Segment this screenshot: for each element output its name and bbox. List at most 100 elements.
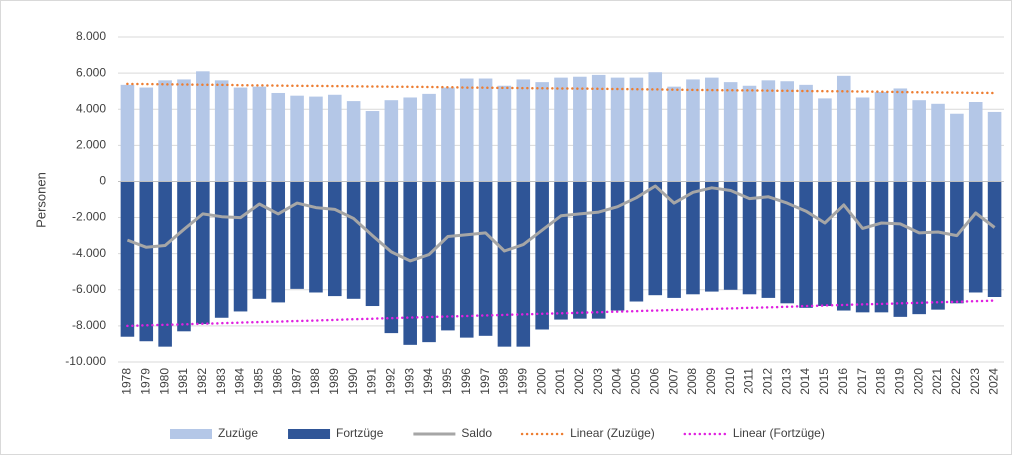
x-tick-label: 1985 — [252, 368, 266, 395]
bar — [705, 77, 719, 182]
bar — [874, 181, 889, 313]
x-tick-label: 2002 — [572, 368, 586, 395]
bar — [799, 181, 813, 308]
y-tick-label: -8.000 — [72, 318, 106, 332]
bar — [497, 181, 512, 347]
bar — [459, 78, 474, 182]
bar — [158, 80, 172, 182]
y-tick-label: 8.000 — [76, 29, 106, 43]
legend-label: Saldo — [461, 426, 492, 440]
bar — [535, 181, 549, 330]
bar — [346, 181, 361, 299]
bar — [968, 181, 983, 293]
bar — [705, 181, 719, 292]
bar — [441, 87, 455, 182]
bar — [516, 181, 531, 347]
x-tick-label: 1994 — [421, 368, 435, 395]
bar — [610, 77, 625, 182]
bar — [403, 181, 417, 345]
bar — [252, 86, 267, 182]
bar — [818, 98, 832, 182]
bar — [818, 181, 832, 307]
x-tick-label: 2014 — [798, 368, 812, 395]
bar — [591, 181, 606, 319]
x-tick-label: 1998 — [497, 368, 511, 395]
bar — [761, 181, 776, 298]
x-tick-label: 2010 — [723, 368, 737, 395]
y-tick-label: -4.000 — [72, 246, 106, 260]
x-tick-label: 2024 — [987, 368, 1001, 395]
y-tick-label: 4.000 — [76, 101, 106, 115]
bar — [912, 100, 926, 182]
x-tick-label: 2013 — [779, 368, 793, 395]
x-tick-label: 2004 — [610, 368, 624, 395]
bar — [384, 181, 399, 334]
y-tick-label: 6.000 — [76, 65, 106, 79]
x-tick-label: 1990 — [346, 368, 360, 395]
bar — [836, 75, 851, 182]
bar — [950, 181, 964, 304]
bar — [328, 94, 342, 182]
bar — [780, 181, 794, 304]
x-tick-label: 2007 — [666, 368, 680, 395]
bar — [177, 79, 191, 182]
bar — [723, 82, 738, 182]
legend-swatch — [170, 429, 212, 439]
bar — [893, 181, 908, 317]
bar — [177, 181, 191, 332]
x-tick-label: 2000 — [534, 368, 548, 395]
x-tick-label: 2021 — [930, 368, 944, 395]
bar — [931, 103, 945, 182]
bar — [931, 181, 945, 310]
bar — [554, 181, 568, 320]
x-tick-label: 1979 — [138, 368, 152, 395]
y-tick-label: -6.000 — [72, 282, 106, 296]
bar — [290, 181, 304, 289]
x-tick-label: 2008 — [685, 368, 699, 395]
x-tick-label: 2005 — [629, 368, 643, 395]
bar — [912, 181, 926, 315]
bar — [780, 81, 794, 182]
bar — [686, 79, 700, 182]
bar — [686, 181, 700, 295]
bar — [667, 86, 681, 182]
x-tick-label: 1997 — [478, 368, 492, 395]
bar — [516, 79, 531, 182]
bar — [742, 181, 757, 295]
y-tick-label: 2.000 — [76, 138, 106, 152]
bar — [855, 181, 870, 313]
bar — [723, 181, 738, 290]
bar — [233, 181, 248, 312]
x-tick-label: 1982 — [195, 368, 209, 395]
x-tick-label: 2009 — [704, 368, 718, 395]
bar — [554, 77, 568, 182]
legend-label: Linear (Fortzüge) — [733, 426, 825, 440]
bar — [158, 181, 172, 347]
x-tick-label: 1983 — [214, 368, 228, 395]
y-tick-label: -2.000 — [72, 210, 106, 224]
bar — [139, 87, 154, 182]
x-tick-label: 2003 — [591, 368, 605, 395]
legend-label: Fortzüge — [336, 426, 384, 440]
x-tick-label: 2019 — [892, 368, 906, 395]
bar — [497, 85, 512, 182]
bar — [309, 181, 323, 293]
x-tick-label: 2012 — [761, 368, 775, 395]
x-tick-label: 2017 — [855, 368, 869, 395]
x-tick-label: 1992 — [384, 368, 398, 395]
x-tick-label: 2001 — [553, 368, 567, 395]
bar — [422, 93, 436, 182]
bar — [573, 76, 587, 182]
bar — [591, 74, 606, 182]
x-tick-label: 1981 — [176, 368, 190, 395]
bar — [214, 181, 229, 318]
bar — [120, 84, 135, 182]
bar — [629, 77, 644, 182]
y-tick-label: -10.000 — [65, 354, 106, 368]
x-tick-label: 2015 — [817, 368, 831, 395]
bar — [290, 95, 304, 182]
bar — [309, 96, 323, 182]
bar — [761, 80, 776, 182]
